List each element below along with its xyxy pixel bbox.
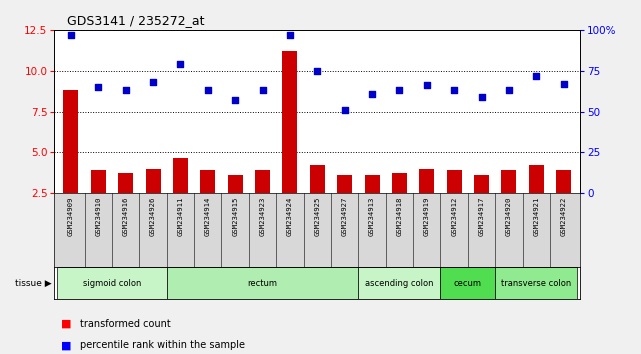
Text: GSM234913: GSM234913 (369, 197, 375, 236)
Bar (255, 170, 270, 234)
Point (285, 32, 295, 38)
Text: GSM234920: GSM234920 (506, 197, 512, 236)
Bar (419, 169, 435, 234)
Bar (91, 170, 106, 234)
Bar (358, 267, 440, 299)
Point (66, 32, 76, 38)
Text: transformed count: transformed count (80, 319, 171, 329)
Text: sigmoid colon: sigmoid colon (83, 279, 141, 288)
Bar (310, 165, 325, 234)
Bar (501, 170, 517, 234)
Point (394, 87, 404, 93)
Bar (200, 170, 215, 234)
Text: cecum: cecum (454, 279, 482, 288)
Text: rectum: rectum (247, 279, 278, 288)
Bar (440, 267, 495, 299)
Point (449, 87, 460, 93)
Bar (173, 158, 188, 234)
Bar (392, 173, 407, 234)
Text: GSM234919: GSM234919 (424, 197, 430, 236)
Bar (283, 51, 297, 234)
Text: GDS3141 / 235272_at: GDS3141 / 235272_at (67, 13, 205, 27)
Bar (228, 175, 243, 234)
Point (148, 79, 158, 85)
Point (476, 94, 487, 100)
Text: transverse colon: transverse colon (501, 279, 571, 288)
Text: GSM234924: GSM234924 (287, 197, 293, 236)
Point (230, 97, 240, 103)
Text: GSM234916: GSM234916 (122, 197, 129, 236)
Text: GSM234927: GSM234927 (342, 197, 347, 236)
Text: GSM234925: GSM234925 (314, 197, 320, 236)
Text: ■: ■ (61, 319, 71, 329)
Bar (63, 90, 78, 234)
Point (121, 87, 131, 93)
Text: ascending colon: ascending colon (365, 279, 434, 288)
Text: GSM234910: GSM234910 (96, 197, 101, 236)
Bar (365, 175, 379, 234)
Point (558, 81, 569, 87)
Text: tissue ▶: tissue ▶ (15, 279, 51, 288)
Bar (495, 267, 578, 299)
Text: GSM234922: GSM234922 (561, 197, 567, 236)
Point (531, 73, 542, 79)
Text: GSM234926: GSM234926 (150, 197, 156, 236)
Point (340, 107, 350, 113)
Point (422, 82, 432, 88)
Point (203, 87, 213, 93)
Bar (337, 175, 352, 234)
Text: GSM234911: GSM234911 (178, 197, 183, 236)
Text: ■: ■ (61, 340, 71, 350)
Text: GSM234921: GSM234921 (533, 197, 539, 236)
Point (504, 87, 514, 93)
Point (93, 84, 103, 90)
Bar (529, 165, 544, 234)
Text: GSM234917: GSM234917 (479, 197, 485, 236)
Point (367, 91, 377, 96)
Text: GSM234909: GSM234909 (68, 197, 74, 236)
Text: GSM234918: GSM234918 (396, 197, 403, 236)
Text: GSM234914: GSM234914 (204, 197, 211, 236)
Point (258, 87, 268, 93)
Text: GSM234915: GSM234915 (232, 197, 238, 236)
Text: GSM234923: GSM234923 (260, 197, 265, 236)
Text: percentile rank within the sample: percentile rank within the sample (80, 340, 245, 350)
Bar (474, 175, 489, 234)
Bar (57, 267, 167, 299)
Text: GSM234912: GSM234912 (451, 197, 457, 236)
Point (175, 62, 185, 67)
Bar (447, 170, 462, 234)
Bar (167, 267, 358, 299)
Bar (146, 169, 160, 234)
Bar (118, 172, 133, 234)
Bar (556, 170, 571, 234)
Point (312, 68, 322, 74)
